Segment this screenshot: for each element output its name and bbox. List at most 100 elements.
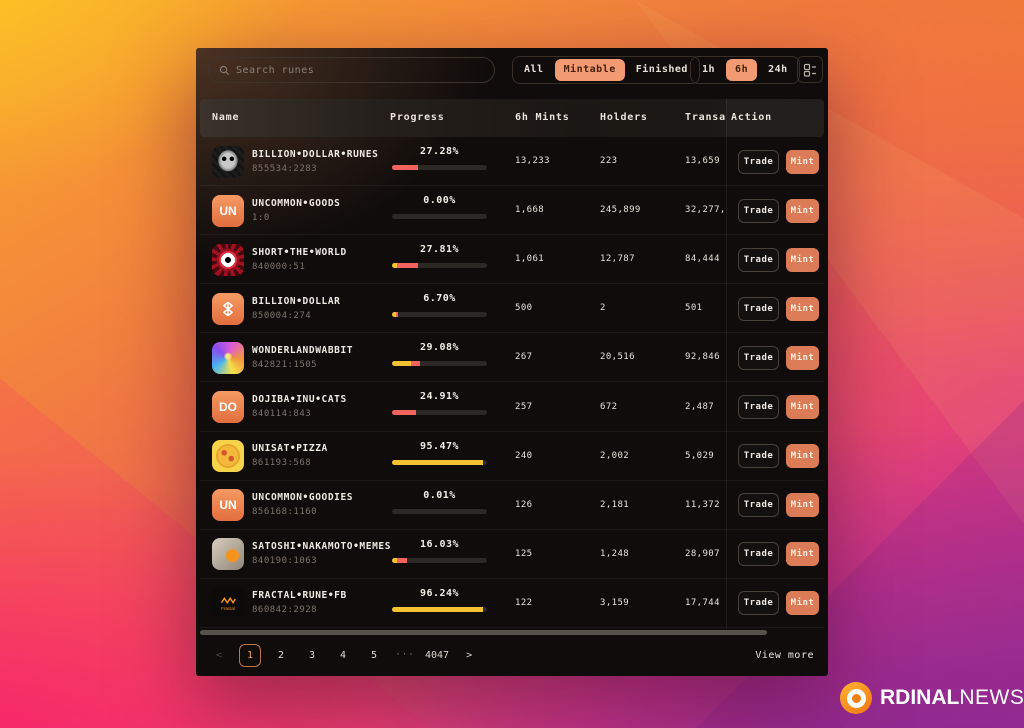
progress-bar: [392, 361, 487, 367]
progress-segment-yellow: [392, 312, 396, 318]
6h-mints-value: 122: [515, 597, 533, 608]
column-header-action: Action: [731, 112, 772, 123]
rune-name: SATOSHI•NAKAMOTO•MEMES: [252, 541, 392, 553]
rune-id: 840000:51: [252, 261, 306, 272]
layout-toggle-button[interactable]: [797, 56, 823, 83]
6h-mints-value: 1,061: [515, 254, 545, 265]
time-tab-6h[interactable]: 6h: [726, 59, 758, 81]
column-header-6h-mints: 6h Mints: [515, 112, 570, 123]
status-filter-group: All Mintable Finished: [512, 56, 700, 84]
rune-id: 850004:274: [252, 310, 312, 321]
mint-button[interactable]: Mint: [786, 198, 819, 223]
trade-button[interactable]: Trade: [738, 591, 779, 616]
search-input[interactable]: [236, 64, 476, 76]
mint-button[interactable]: Mint: [786, 394, 819, 419]
trade-button[interactable]: Trade: [738, 198, 779, 223]
column-header-progress: Progress: [390, 112, 445, 123]
view-more-link[interactable]: View more: [755, 649, 814, 661]
6h-mints-value: 1,668: [515, 205, 545, 216]
pagination-page-button-1[interactable]: 1: [239, 643, 261, 667]
pagination-page-button-2[interactable]: 2: [277, 649, 285, 661]
table-row: DO DOJIBA•INU•CATS 840114:843 24.91% 257…: [200, 382, 824, 432]
progress-segment-red: [411, 361, 420, 367]
pagination-prev-button[interactable]: <: [215, 649, 223, 661]
trade-button[interactable]: Trade: [738, 345, 779, 370]
filter-tab-finished[interactable]: Finished: [635, 64, 688, 75]
mint-button[interactable]: Mint: [786, 493, 819, 518]
pagination-last-page-button[interactable]: 4047: [425, 649, 450, 661]
pagination-page-button-3[interactable]: 3: [308, 649, 316, 661]
holders-value: 245,899: [600, 205, 641, 216]
pagination-next-button[interactable]: >: [466, 649, 473, 661]
filter-tab-all[interactable]: All: [524, 64, 544, 75]
mint-button[interactable]: Mint: [786, 345, 819, 370]
holders-value: 2,181: [600, 499, 630, 510]
rune-name-block[interactable]: SHORT•THE•WORLD 840000:51: [252, 235, 347, 283]
trade-button[interactable]: Trade: [738, 394, 779, 419]
rune-name: BILLION•DOLLAR: [252, 295, 341, 307]
trade-button[interactable]: Trade: [738, 296, 779, 321]
progress-percent: 95.47%: [419, 440, 460, 452]
rune-name-block[interactable]: SATOSHI•NAKAMOTO•MEMES 840190:1063: [252, 530, 391, 578]
time-tab-24h[interactable]: 24h: [768, 64, 788, 75]
progress-bar: [392, 410, 487, 416]
pixel-skull-art-icon: [212, 145, 244, 178]
mint-button[interactable]: Mint: [786, 591, 819, 616]
holders-value: 20,516: [600, 352, 635, 363]
fractal-badge-icon: Fractal: [212, 587, 244, 620]
rune-name-block[interactable]: WONDERLANDWABBIT 842821:1505: [252, 333, 353, 381]
rune-name-block[interactable]: UNCOMMON•GOODS 1:0: [252, 186, 340, 234]
filter-tab-mintable[interactable]: Mintable: [554, 59, 625, 81]
rune-id: 856168:1160: [252, 507, 318, 518]
6h-mints-value: 257: [515, 401, 533, 412]
mint-button[interactable]: Mint: [786, 247, 819, 272]
progress-segment-red: [396, 557, 408, 563]
transactions-value: 501: [685, 303, 703, 314]
rune-name-block[interactable]: UNISAT•PIZZA 861193:568: [252, 432, 328, 480]
holders-value: 2: [600, 303, 606, 314]
progress-segment-yellow: [392, 361, 411, 367]
transactions-value: 5,029: [685, 450, 715, 461]
table-row: WONDERLANDWABBIT 842821:1505 29.08% 267 …: [200, 333, 824, 383]
trade-button[interactable]: Trade: [738, 493, 779, 518]
pagination-page-button-4[interactable]: 4: [339, 649, 347, 661]
holders-value: 223: [600, 156, 618, 167]
pizza-art-icon: [212, 440, 244, 473]
horizontal-scrollbar-thumb[interactable]: [200, 630, 767, 635]
rune-name-block[interactable]: BILLION•DOLLAR 850004:274: [252, 284, 340, 332]
red-eye-art-icon: [212, 243, 244, 276]
column-header-transactions: Transac: [685, 112, 726, 123]
trade-button[interactable]: Trade: [738, 149, 779, 174]
rune-name-block[interactable]: DOJIBA•INU•CATS 840114:843: [252, 382, 347, 430]
do-badge-icon: DO: [212, 390, 244, 423]
table-row: SHORT•THE•WORLD 840000:51 27.81% 1,061 1…: [200, 235, 824, 285]
holders-value: 672: [600, 401, 618, 412]
mint-button[interactable]: Mint: [786, 542, 819, 567]
brand-text-bold: RDINAL: [880, 686, 960, 709]
transactions-value: 28,907: [685, 548, 720, 559]
rune-name: UNCOMMON•GOODS: [252, 197, 341, 209]
trade-button[interactable]: Trade: [738, 542, 779, 567]
pagination-page-button-5[interactable]: 5: [370, 649, 378, 661]
mint-button[interactable]: Mint: [786, 444, 819, 469]
pagination-bar: < 1 2 3 4 5 ··· 4047 > View more: [200, 639, 824, 671]
trade-button[interactable]: Trade: [738, 247, 779, 272]
table-row: BILLION•DOLLAR•RUNES 855534:2283 27.28% …: [200, 137, 824, 187]
ordinalnews-branding: RDINAL NEWS: [840, 678, 1024, 718]
rune-name-block[interactable]: BILLION•DOLLAR•RUNES 855534:2283: [252, 137, 378, 185]
mint-button[interactable]: Mint: [786, 149, 819, 174]
column-header-name: Name: [212, 112, 240, 123]
progress-percent: 27.81%: [419, 244, 460, 256]
pagination-ellipsis: ···: [395, 650, 415, 660]
transactions-value: 84,444: [685, 254, 720, 265]
mint-button[interactable]: Mint: [786, 296, 819, 321]
progress-segment-red: [392, 410, 416, 416]
trade-button[interactable]: Trade: [738, 444, 779, 469]
rune-name: UNCOMMON•GOODIES: [252, 492, 354, 504]
search-bar[interactable]: [208, 57, 495, 83]
time-tab-1h[interactable]: 1h: [702, 64, 716, 75]
table-row: UN UNCOMMON•GOODIES 856168:1160 0.01% 12…: [200, 481, 824, 530]
column-header-holders: Holders: [600, 112, 648, 123]
rune-name-block[interactable]: FRACTAL•RUNE•FB 860842:2928: [252, 579, 347, 627]
rune-name-block[interactable]: UNCOMMON•GOODIES 856168:1160: [252, 481, 353, 529]
